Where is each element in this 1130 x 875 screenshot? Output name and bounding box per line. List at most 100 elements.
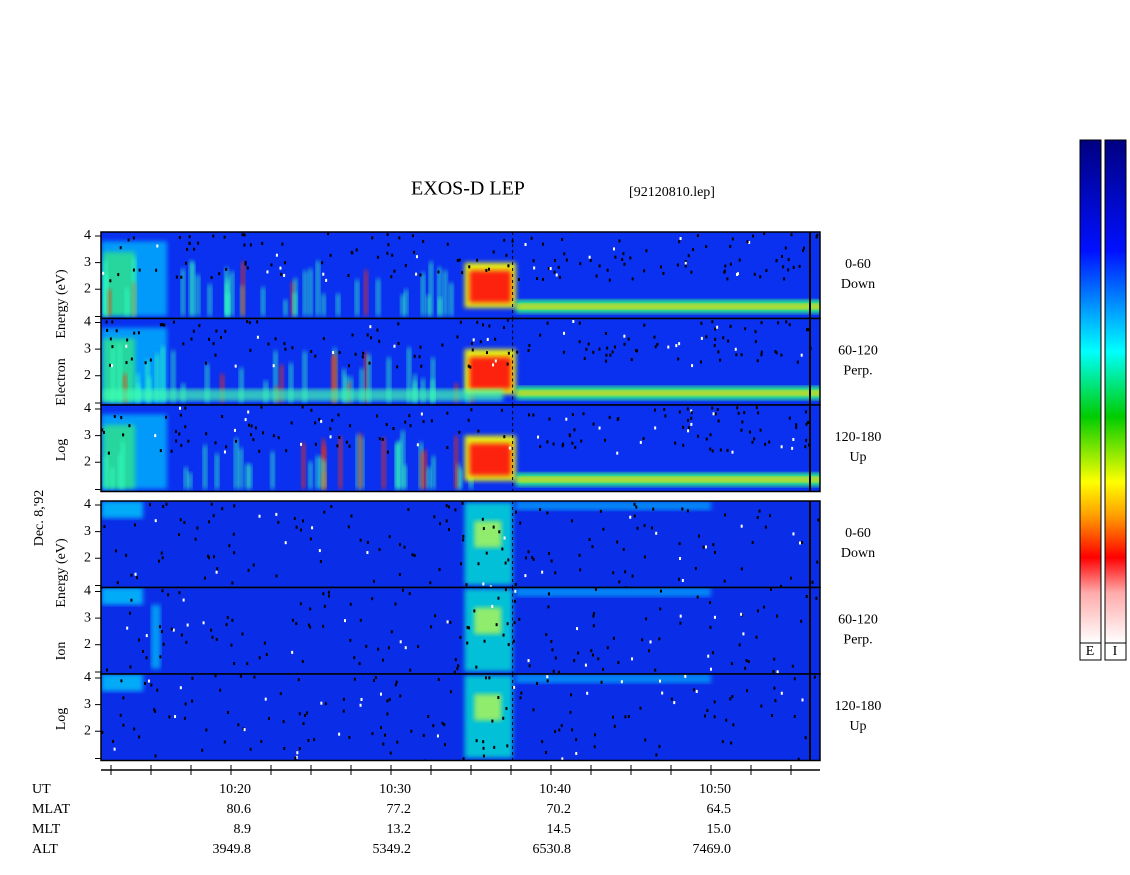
noise-dot	[243, 233, 246, 237]
noise-dot	[422, 239, 425, 243]
noise-dot	[386, 450, 389, 454]
noise-dot	[175, 275, 178, 279]
noise-dot	[643, 555, 646, 559]
spectrogram-feature	[397, 440, 403, 489]
noise-dot	[215, 637, 218, 641]
noise-dot	[550, 640, 553, 644]
noise-dot	[154, 519, 157, 523]
noise-dot	[603, 438, 606, 442]
noise-dot	[563, 331, 566, 335]
noise-dot	[388, 535, 391, 539]
noise-dot	[600, 680, 603, 684]
noise-dot	[105, 320, 108, 324]
noise-dot	[760, 353, 763, 357]
noise-dot	[527, 550, 530, 554]
noise-dot	[322, 337, 325, 341]
noise-dot	[573, 428, 576, 432]
noise-dot	[594, 587, 597, 591]
noise-dot	[101, 730, 104, 734]
noise-dot	[404, 646, 407, 650]
noise-dot	[184, 425, 187, 429]
noise-dot	[230, 643, 233, 647]
noise-dot	[284, 541, 287, 545]
y-tick-label: 4	[84, 401, 91, 416]
noise-dot	[675, 344, 678, 348]
colorbar	[1104, 139, 1127, 644]
noise-dot	[502, 716, 505, 720]
noise-dot	[408, 414, 411, 418]
noise-dot	[686, 407, 689, 411]
spectrogram-feature	[515, 501, 711, 511]
noise-dot	[345, 440, 348, 444]
noise-dot	[322, 592, 325, 596]
noise-dot	[342, 697, 345, 701]
noise-dot	[102, 430, 105, 434]
row-value: 5349.2	[373, 842, 412, 857]
noise-dot	[586, 691, 589, 695]
noise-dot	[492, 363, 495, 367]
noise-dot	[471, 348, 474, 352]
noise-dot	[792, 532, 795, 536]
noise-dot	[485, 268, 488, 272]
noise-dot	[309, 625, 312, 629]
noise-dot	[130, 357, 133, 361]
noise-dot	[158, 559, 161, 563]
noise-dot	[691, 364, 694, 368]
noise-dot	[204, 361, 207, 365]
channel-range: 0-60	[845, 526, 871, 541]
noise-dot	[613, 247, 616, 251]
noise-dot	[583, 356, 586, 360]
noise-dot	[744, 327, 747, 331]
spectrogram-feature	[363, 270, 369, 316]
noise-dot	[742, 632, 745, 636]
noise-dot	[160, 630, 163, 634]
noise-dot	[636, 349, 639, 353]
noise-dot	[430, 419, 433, 423]
noise-dot	[413, 554, 416, 558]
noise-dot	[795, 423, 798, 427]
noise-dot	[389, 751, 392, 755]
noise-dot	[740, 567, 743, 571]
noise-dot	[221, 507, 224, 511]
noise-dot	[775, 351, 778, 355]
noise-dot	[174, 715, 177, 719]
noise-dot	[179, 406, 182, 410]
noise-dot	[815, 596, 818, 600]
noise-dot	[705, 437, 708, 441]
noise-dot	[399, 694, 402, 698]
noise-dot	[332, 350, 335, 354]
spectrogram-feature	[117, 454, 123, 489]
noise-dot	[612, 636, 615, 640]
spectrogram-bg	[101, 587, 820, 674]
noise-dot	[338, 351, 341, 355]
noise-dot	[111, 345, 114, 349]
noise-dot	[445, 519, 448, 523]
noise-dot	[212, 342, 215, 346]
noise-dot	[372, 678, 375, 682]
noise-dot	[407, 508, 410, 512]
noise-dot	[731, 450, 734, 454]
noise-dot	[588, 255, 591, 259]
noise-dot	[138, 638, 141, 642]
noise-dot	[541, 570, 544, 574]
noise-dot	[138, 735, 141, 739]
noise-dot	[348, 444, 351, 448]
noise-dot	[337, 413, 340, 417]
noise-dot	[681, 578, 684, 582]
noise-dot	[816, 233, 819, 237]
noise-dot	[119, 246, 122, 250]
noise-dot	[802, 249, 805, 253]
noise-dot	[433, 515, 436, 519]
noise-dot	[161, 556, 164, 560]
spectrogram-feature	[151, 604, 161, 669]
noise-dot	[502, 633, 505, 637]
noise-dot	[262, 431, 265, 435]
spectrogram	[101, 232, 820, 319]
noise-dot	[611, 350, 614, 354]
noise-dot	[612, 715, 615, 719]
noise-dot	[125, 344, 128, 348]
noise-dot	[602, 527, 605, 531]
noise-dot	[250, 424, 253, 428]
noise-dot	[188, 241, 191, 245]
noise-dot	[756, 609, 759, 613]
